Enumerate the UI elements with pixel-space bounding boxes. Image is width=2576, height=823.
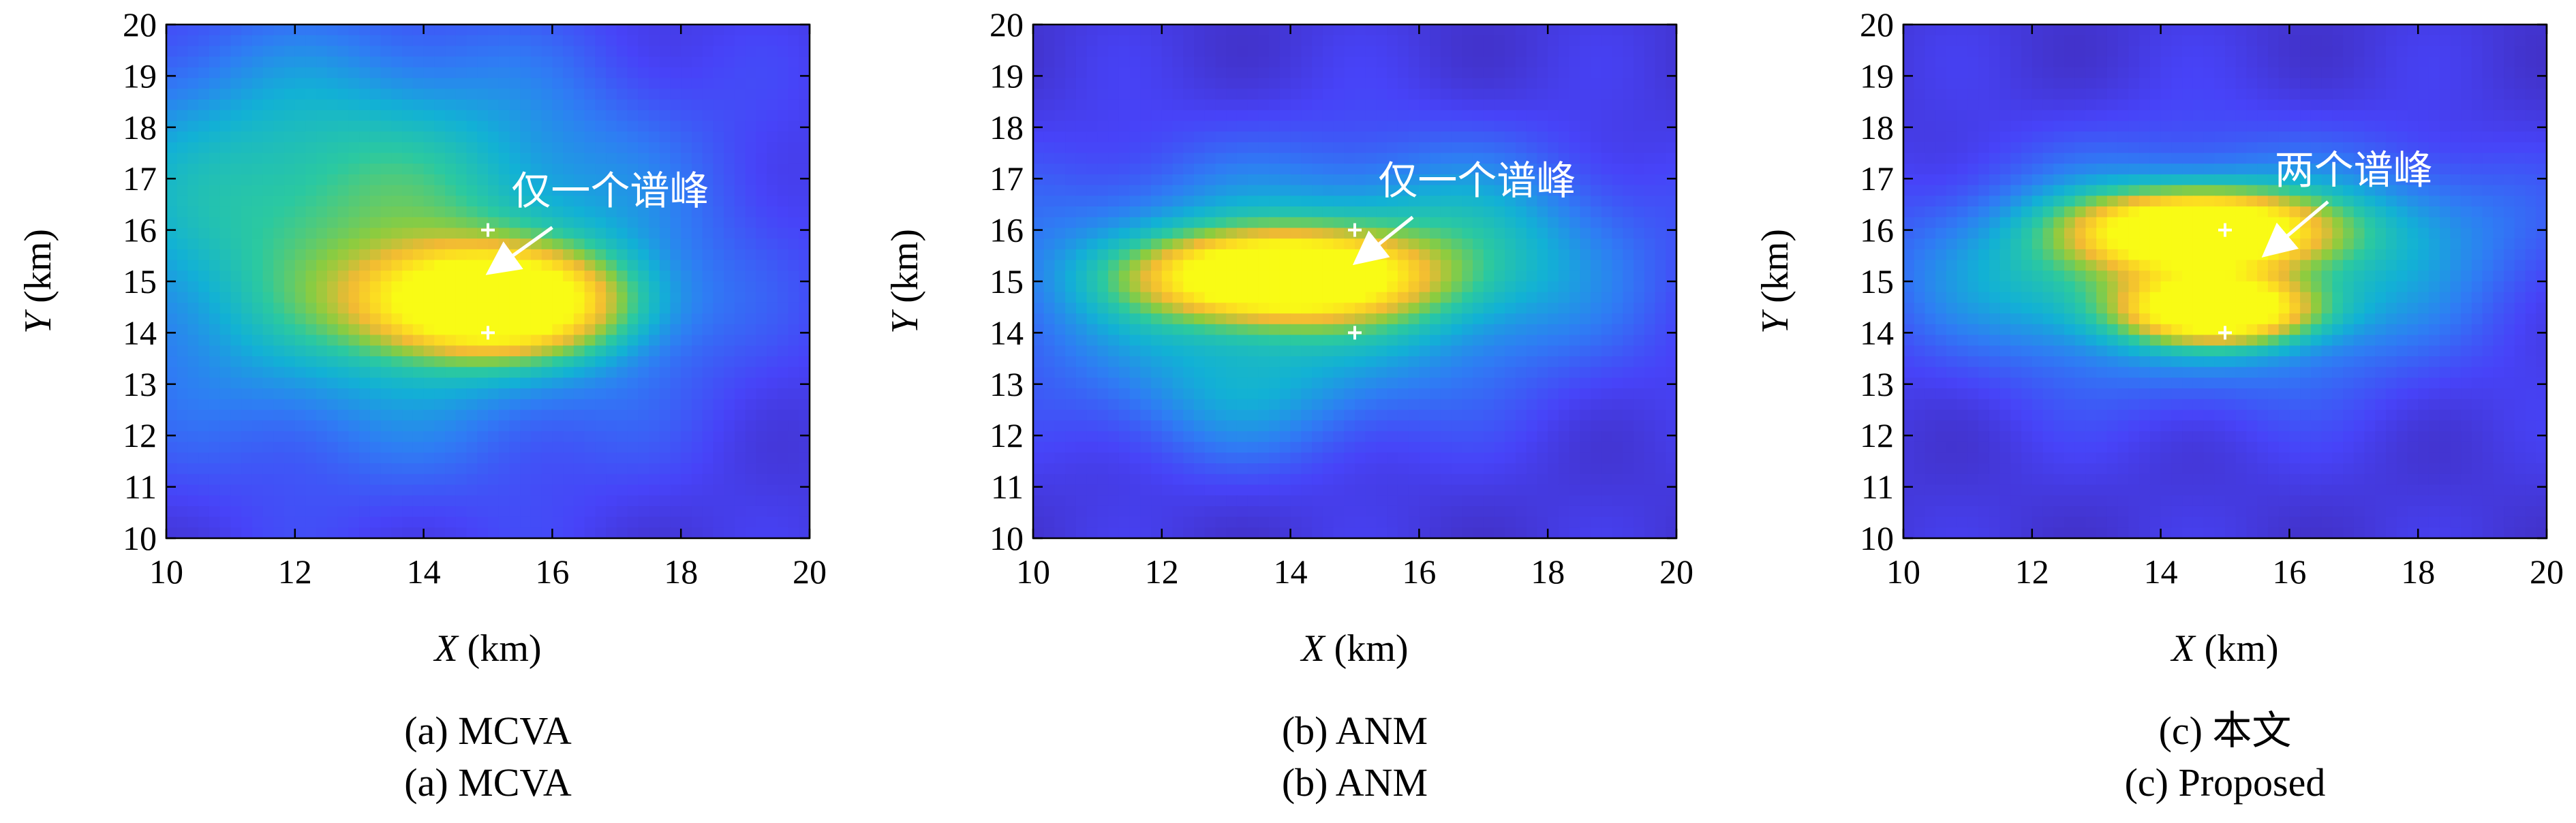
x-tick-label: 20 (2530, 553, 2564, 591)
annotation-text: 仅一个谱峰 (1378, 157, 1576, 204)
y-tick-label: 12 (123, 416, 157, 454)
x-tick-label: 12 (1145, 553, 1179, 591)
x-tick-label: 20 (793, 553, 827, 591)
annotation-arrow (2261, 200, 2329, 258)
x-tick-label: 14 (407, 553, 441, 591)
y-tick-label: 17 (990, 159, 1024, 198)
caption-line-2: (a) MCVA (404, 760, 572, 805)
target-marker (481, 326, 495, 340)
y-tick-label: 15 (1860, 262, 1894, 300)
y-tick-label: 10 (123, 519, 157, 557)
x-axis-label: X (km) (1300, 627, 1408, 670)
annotation-arrow (1352, 215, 1414, 266)
x-tick-label: 10 (149, 553, 183, 591)
x-tick-label: 18 (2401, 553, 2435, 591)
y-tick-label: 20 (990, 5, 1024, 44)
x-axis-label: X (km) (2170, 627, 2278, 670)
y-tick-label: 19 (990, 57, 1024, 95)
target-marker (2218, 223, 2232, 237)
x-axis-label: X (km) (433, 627, 541, 670)
x-tick-label: 10 (1016, 553, 1050, 591)
panel-a: 10 12 14 16 18 20 10 11 12 13 14 15 16 17 18 19 20 X (km)… (17, 5, 827, 805)
y-tick-label: 16 (123, 211, 157, 249)
x-tick-label: 18 (1531, 553, 1565, 591)
panel-b: 10 12 14 16 18 20 10 11 12 13 14 15 16 17 18 19 20 X (km)… (884, 5, 1693, 805)
y-tick-label: 12 (990, 416, 1024, 454)
y-tick-label: 11 (1861, 468, 1894, 506)
y-tick-label: 13 (1860, 365, 1894, 403)
panel-c: 10 12 14 16 18 20 10 11 12 13 14 15 16 17 18 19 20 X (km)… (1754, 5, 2564, 805)
y-tick-label: 14 (123, 313, 157, 352)
y-tick-label: 16 (1860, 211, 1894, 249)
y-tick-label: 17 (123, 159, 157, 198)
y-tick-label: 18 (123, 108, 157, 146)
y-tick-label: 20 (1860, 5, 1894, 44)
y-tick-label: 19 (123, 57, 157, 95)
heatmap-b (1033, 25, 1676, 538)
x-tick-label: 10 (1886, 553, 1920, 591)
annotation-text: 仅一个谱峰 (511, 168, 709, 214)
annotation-arrow (485, 226, 553, 275)
y-tick-label: 13 (990, 365, 1024, 403)
target-marker (481, 223, 495, 237)
target-marker (1348, 326, 1362, 340)
x-tick-label: 12 (278, 553, 312, 591)
y-tick-label: 19 (1860, 57, 1894, 95)
caption-line-1: (b) ANM (1282, 709, 1428, 753)
y-tick-label: 18 (1860, 108, 1894, 146)
x-tick-label: 12 (2015, 553, 2049, 591)
y-tick-label: 17 (1860, 159, 1894, 198)
x-tick-label: 14 (2144, 553, 2178, 591)
heatmap-c (1903, 25, 2547, 538)
y-tick-label: 10 (990, 519, 1024, 557)
y-tick-label: 13 (123, 365, 157, 403)
y-tick-label: 15 (990, 262, 1024, 300)
y-tick-label: 14 (1860, 313, 1894, 352)
y-tick-label: 11 (124, 468, 157, 506)
y-axis-label: Y (km) (17, 229, 59, 334)
caption-line-1: (a) MCVA (404, 709, 572, 753)
y-tick-label: 14 (990, 313, 1024, 352)
x-tick-label: 14 (1274, 553, 1308, 591)
caption-line-2: (b) ANM (1282, 760, 1428, 805)
y-tick-label: 15 (123, 262, 157, 300)
x-tick-label: 20 (1659, 553, 1693, 591)
heatmap-a (166, 25, 810, 538)
y-tick-label: 12 (1860, 416, 1894, 454)
caption-line-2: (c) Proposed (2125, 760, 2326, 805)
x-tick-label: 16 (1402, 553, 1436, 591)
x-tick-label: 16 (2272, 553, 2306, 591)
target-marker (2218, 326, 2232, 340)
y-axis-label: Y (km) (1754, 229, 1796, 334)
y-axis-label: Y (km) (884, 229, 926, 334)
x-tick-label: 18 (664, 553, 698, 591)
x-tick-label: 16 (535, 553, 569, 591)
caption-line-1: (c) 本文 (2159, 709, 2292, 753)
y-tick-label: 11 (991, 468, 1024, 506)
annotation-text: 两个谱峰 (2275, 147, 2433, 193)
y-tick-label: 16 (990, 211, 1024, 249)
y-tick-label: 20 (123, 5, 157, 44)
y-tick-label: 10 (1860, 519, 1894, 557)
y-tick-label: 18 (990, 108, 1024, 146)
